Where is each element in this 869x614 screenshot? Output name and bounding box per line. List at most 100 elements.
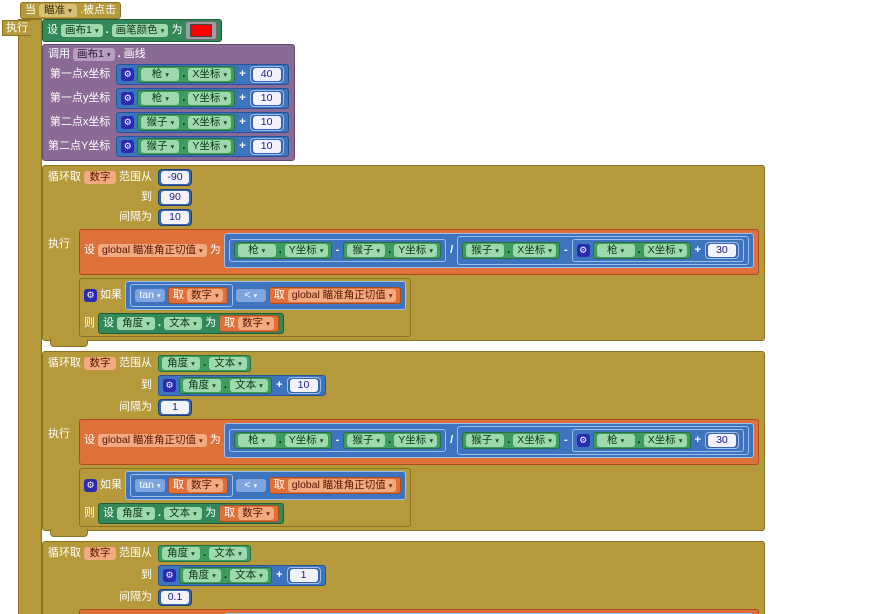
comparison-block[interactable]: tan ▾ 取数字 ▾ < ▾ 取 global 瞄准角正切值 ▾ — [125, 471, 407, 500]
component-getter-block[interactable]: 猴子 ▾. X坐标 ▾ — [462, 432, 560, 449]
component-dropdown[interactable]: 角度 ▾ — [162, 357, 200, 370]
for-range-loop-block[interactable]: 循环取 数字 范围从 -90 到 90 间隔为 10 执行 设 global 瞄准角… — [42, 165, 765, 341]
property-dropdown[interactable]: 文本 ▾ — [230, 569, 269, 582]
component-getter-block[interactable]: 猴子 ▾. X坐标 ▾ — [462, 242, 560, 259]
property-dropdown[interactable]: 文本 ▾ — [209, 547, 248, 560]
component-dropdown[interactable]: 角度 ▾ — [183, 379, 221, 392]
component-getter-block[interactable]: 枪 ▾. Y坐标 ▾ — [233, 432, 332, 449]
comparison-block[interactable]: tan ▾ 取数字 ▾ < ▾ 取 global 瞄准角正切值 ▾ — [125, 281, 407, 310]
property-dropdown[interactable]: Y坐标 ▾ — [284, 434, 328, 447]
set-global-variable-block[interactable]: 设 global 瞄准角正切值▾ 为 枪▾.Y坐标▾-猴子▾.Y坐标▾ / 猴子… — [79, 419, 759, 465]
mutator-gear-icon[interactable]: ⚙ — [163, 379, 176, 392]
number-field[interactable]: 30 — [707, 244, 736, 257]
trig-block[interactable]: tan ▾ 取数字 ▾ — [130, 284, 233, 307]
mutator-gear-icon[interactable]: ⚙ — [121, 92, 135, 105]
property-dropdown[interactable]: 画笔颜色 ▾ — [111, 24, 169, 37]
property-dropdown[interactable]: Y坐标 ▾ — [188, 140, 232, 153]
number-field[interactable]: 10 — [252, 116, 281, 129]
number-field[interactable]: 1 — [289, 569, 318, 582]
component-getter-block[interactable]: 角度 ▾. 文本 ▾ — [179, 567, 273, 584]
variable-dropdown[interactable]: 数字 ▾ — [187, 479, 223, 492]
property-dropdown[interactable]: X坐标 ▾ — [643, 434, 687, 447]
variable-dropdown[interactable]: global 瞄准角正切值 ▾ — [287, 289, 397, 302]
component-dropdown[interactable]: 枪 ▾ — [596, 434, 635, 447]
variable-dropdown[interactable]: 数字 ▾ — [238, 317, 274, 330]
set-global-variable-block[interactable]: 设 global 瞄准角正切值▾ 为 枪▾.Y坐标▾-猴子▾.Y坐标▾ / 猴子… — [79, 229, 759, 275]
for-range-loop-block[interactable]: 循环取 数字 范围从 角度 ▾. 文本 ▾ 到 ⚙ 角度 ▾. 文本 ▾ +10 间隔为 1 执行 … — [42, 351, 765, 531]
mutator-gear-icon[interactable]: ⚙ — [163, 569, 176, 582]
get-variable-block[interactable]: 取 global 瞄准角正切值 ▾ — [268, 477, 402, 494]
component-getter-block[interactable]: 枪 ▾. Y坐标 ▾ — [137, 90, 236, 107]
set-property-block[interactable]: 设角度 ▾. 文本 ▾ 为取数字 ▾ — [98, 313, 284, 334]
number-field[interactable]: 1 — [161, 401, 189, 414]
trig-block[interactable]: tan ▾ 取数字 ▾ — [130, 474, 233, 497]
component-dropdown[interactable]: 画布1 ▾ — [73, 48, 115, 61]
comparison-operator-dropdown[interactable]: < ▾ — [235, 479, 266, 492]
get-variable-block[interactable]: 取数字 ▾ — [219, 315, 279, 332]
number-block[interactable]: 1 — [158, 399, 192, 416]
get-variable-block[interactable]: 取 global 瞄准角正切值 ▾ — [268, 287, 402, 304]
component-dropdown[interactable]: 枪 ▾ — [596, 244, 635, 257]
property-dropdown[interactable]: 文本 ▾ — [209, 357, 248, 370]
component-dropdown[interactable]: 枪 ▾ — [237, 244, 276, 257]
color-block[interactable] — [185, 21, 218, 40]
component-dropdown[interactable]: 角度 ▾ — [183, 569, 221, 582]
set-property-block[interactable]: 设角度 ▾. 文本 ▾ 为取数字 ▾ — [98, 503, 284, 524]
event-component-dropdown[interactable]: 瞄准 ▾ — [39, 4, 77, 17]
loop-variable-field[interactable]: 数字 — [84, 547, 116, 560]
property-dropdown[interactable]: 文本 ▾ — [164, 507, 203, 520]
division-block[interactable]: 枪▾.Y坐标▾-猴子▾.Y坐标▾ / 猴子▾.X坐标▾-⚙枪▾.X坐标▾+30 — [223, 233, 754, 268]
addition-block[interactable]: ⚙ 枪 ▾. Y坐标 ▾ +10 — [116, 88, 289, 109]
variable-dropdown[interactable]: global 瞄准角正切值 ▾ — [98, 434, 207, 447]
component-dropdown[interactable]: 猴子 ▾ — [347, 244, 386, 257]
component-dropdown[interactable]: 角度 ▾ — [162, 547, 200, 560]
trig-function-dropdown[interactable]: tan ▾ — [135, 289, 165, 302]
number-block[interactable]: 30 — [704, 242, 739, 259]
variable-dropdown[interactable]: 数字 ▾ — [187, 289, 223, 302]
component-getter-block[interactable]: 猴子 ▾. Y坐标 ▾ — [343, 432, 442, 449]
set-global-variable-block[interactable]: 设 global 瞄准角正切值▾ 为 枪▾.Y坐标▾-猴子▾.Y坐标▾ / 猴子… — [79, 609, 759, 614]
addition-block[interactable]: ⚙ 角度 ▾. 文本 ▾ +10 — [158, 375, 326, 396]
addition-block[interactable]: ⚙ 枪 ▾. X坐标 ▾ +30 — [571, 239, 744, 262]
number-field[interactable]: 30 — [707, 434, 736, 447]
component-getter-block[interactable]: 角度 ▾. 文本 ▾ — [158, 355, 252, 372]
subtraction-block[interactable]: 猴子 ▾. X坐标 ▾ - ⚙ 枪 ▾. X坐标 ▾ +30 — [457, 426, 749, 455]
get-variable-block[interactable]: 取数字 ▾ — [168, 287, 228, 304]
property-dropdown[interactable]: Y坐标 ▾ — [188, 92, 232, 105]
addition-block[interactable]: ⚙ 猴子 ▾. X坐标 ▾ +10 — [116, 112, 289, 133]
number-field[interactable]: 10 — [289, 379, 318, 392]
property-dropdown[interactable]: X坐标 ▾ — [643, 244, 687, 257]
component-dropdown[interactable]: 猴子 ▾ — [466, 434, 505, 447]
number-block[interactable]: 10 — [249, 138, 284, 155]
red-color-swatch[interactable] — [190, 24, 213, 37]
property-dropdown[interactable]: Y坐标 ▾ — [394, 434, 438, 447]
component-getter-block[interactable]: 角度 ▾. 文本 ▾ — [179, 377, 273, 394]
mutator-gear-icon[interactable]: ⚙ — [576, 244, 590, 257]
property-dropdown[interactable]: X坐标 ▾ — [188, 68, 232, 81]
component-dropdown[interactable]: 猴子 ▾ — [141, 116, 180, 129]
mutator-gear-icon[interactable]: ⚙ — [121, 116, 135, 129]
get-variable-block[interactable]: 取数字 ▾ — [219, 505, 279, 522]
component-dropdown[interactable]: 枪 ▾ — [141, 92, 180, 105]
property-dropdown[interactable]: 文本 ▾ — [164, 317, 203, 330]
loop-variable-field[interactable]: 数字 — [84, 171, 116, 184]
property-dropdown[interactable]: 文本 ▾ — [230, 379, 269, 392]
subtraction-block[interactable]: 猴子 ▾. X坐标 ▾ - ⚙ 枪 ▾. X坐标 ▾ +30 — [457, 236, 749, 265]
property-dropdown[interactable]: X坐标 ▾ — [513, 244, 556, 257]
number-block[interactable]: 10 — [249, 114, 284, 131]
component-getter-block[interactable]: 猴子 ▾. Y坐标 ▾ — [137, 138, 236, 155]
call-drawline-block[interactable]: 调用 画布1 ▾ . 画线 第一点x坐标 ⚙ 枪 ▾. X坐标 ▾ +40 第一点y坐标 ⚙… — [42, 44, 295, 161]
mutator-gear-icon[interactable]: ⚙ — [84, 289, 97, 302]
number-block[interactable]: 30 — [704, 432, 739, 449]
number-block[interactable]: 10 — [249, 90, 284, 107]
number-field[interactable]: 0.1 — [161, 591, 189, 604]
number-block[interactable]: 1 — [286, 567, 321, 584]
component-getter-block[interactable]: 猴子 ▾. X坐标 ▾ — [137, 114, 236, 131]
set-pen-color-block[interactable]: 设 画布1 ▾ . 画笔颜色 ▾ 为 — [42, 19, 223, 42]
trig-function-dropdown[interactable]: tan ▾ — [135, 479, 165, 492]
property-dropdown[interactable]: Y坐标 ▾ — [394, 244, 438, 257]
get-variable-block[interactable]: 取数字 ▾ — [168, 477, 228, 494]
mutator-gear-icon[interactable]: ⚙ — [576, 434, 590, 447]
